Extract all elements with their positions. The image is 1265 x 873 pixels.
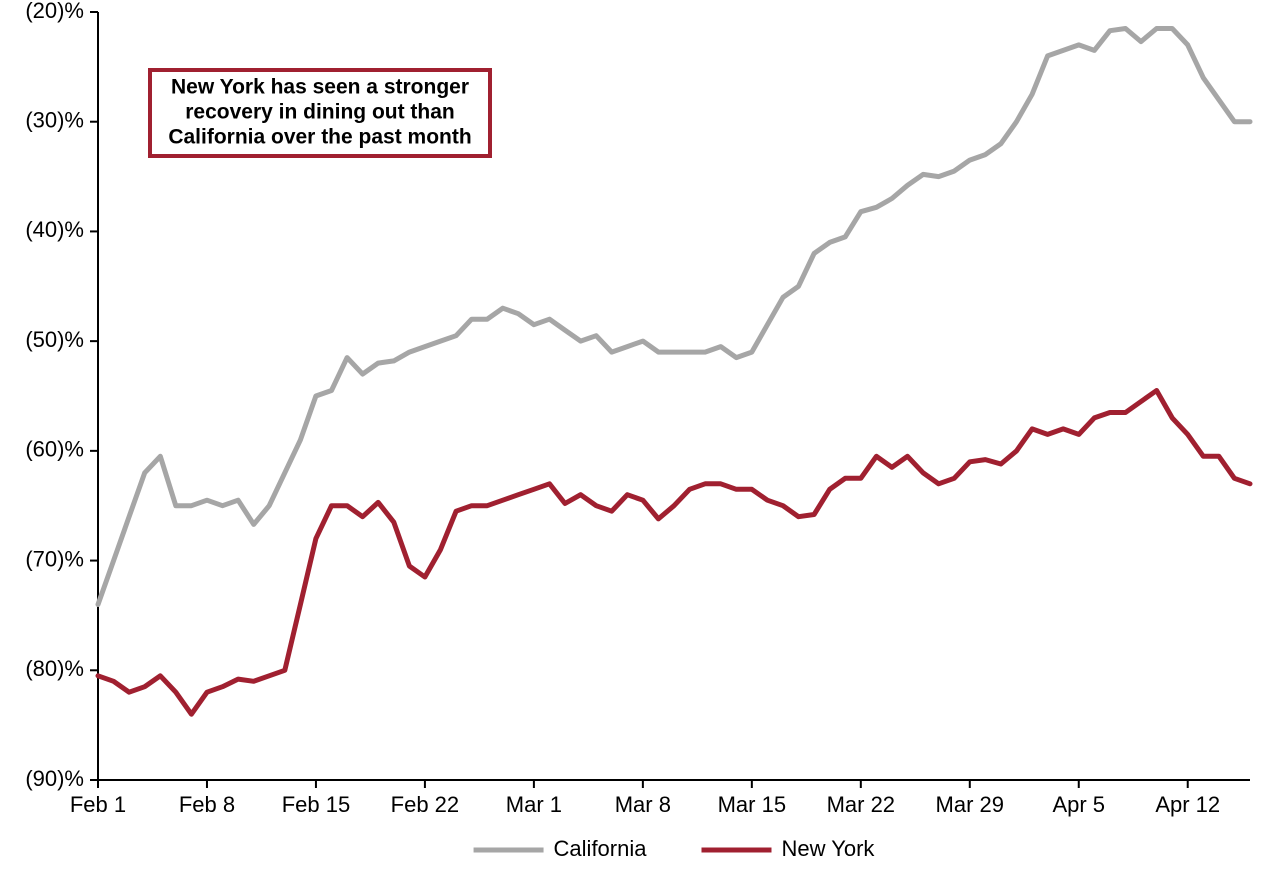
y-tick-label: (20)% (25, 0, 84, 23)
x-tick-label: Feb 22 (391, 792, 460, 817)
callout-text-line: recovery in dining out than (185, 101, 455, 124)
x-tick-label: Mar 29 (936, 792, 1004, 817)
line-chart: (20)% (30)% (40)% (50)% (60)% (70)% (80)% (90)%… (0, 0, 1265, 873)
y-tick-label: (30)% (25, 108, 84, 133)
legend-label: New York (781, 836, 875, 861)
y-tick-label: (60)% (25, 437, 84, 462)
x-tick-label: Mar 8 (615, 792, 671, 817)
x-tick-label: Feb 15 (282, 792, 351, 817)
y-tick-label: (90)% (25, 766, 84, 791)
x-tick-label: Mar 1 (506, 792, 562, 817)
y-tick-label: (70)% (25, 546, 84, 571)
y-tick-label: (80)% (25, 656, 84, 681)
x-tick-label: Apr 12 (1155, 792, 1220, 817)
x-tick-label: Feb 8 (179, 792, 235, 817)
callout-text-line: New York has seen a stronger (171, 76, 469, 99)
y-tick-label: (50)% (25, 327, 84, 352)
legend-label: California (554, 836, 648, 861)
x-tick-label: Mar 22 (827, 792, 895, 817)
callout-text-line: California over the past month (168, 126, 471, 149)
y-tick-label: (40)% (25, 217, 84, 242)
x-tick-label: Apr 5 (1052, 792, 1105, 817)
x-tick-label: Feb 1 (70, 792, 126, 817)
chart-svg: (20)% (30)% (40)% (50)% (60)% (70)% (80)% (90)%… (0, 0, 1265, 873)
x-tick-label: Mar 15 (718, 792, 786, 817)
